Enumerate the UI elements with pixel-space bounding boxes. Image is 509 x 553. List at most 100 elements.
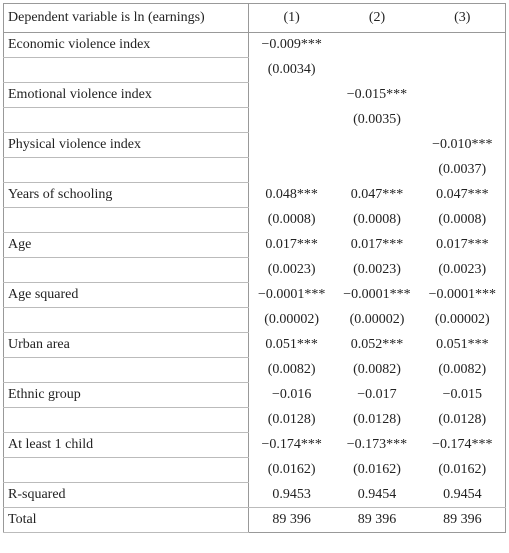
table-cell (249, 158, 335, 183)
table-cell: (0.00002) (264, 312, 320, 327)
table-row: (0.0082) (0.0082) (0.0082) (3, 357, 506, 383)
table-cell: (0.0023) (438, 262, 487, 277)
row-label (3, 207, 249, 233)
table-cell: 0.048*** (265, 187, 318, 202)
table-cell: (0.00002) (349, 312, 405, 327)
table-cell: 0.052*** (350, 337, 404, 352)
regression-table: Dependent variable is ln (earnings) (1) (2… (3, 3, 506, 533)
table-cell (334, 158, 419, 183)
table-cell: −0.010*** (432, 137, 493, 152)
row-label: Physical violence index (3, 132, 249, 158)
table-row: (0.0162) (0.0162) (0.0162) (3, 457, 506, 483)
row-label (3, 457, 249, 483)
row-label: Age squared (3, 282, 249, 308)
table-cell: −0.015 (442, 387, 483, 402)
table-cell: (0.0082) (353, 362, 401, 377)
row-label: R-squared (3, 482, 249, 508)
table-cell (334, 33, 419, 58)
table-cell: 0.9454 (357, 486, 397, 502)
table-cell (334, 133, 419, 158)
table-cell: −0.017 (357, 387, 397, 402)
row-label: Economic violence index (3, 32, 249, 58)
table-row: (0.0034) (3, 57, 506, 83)
table-row: (0.0128) (0.0128) (0.0128) (3, 407, 506, 433)
table-cell: (0.0008) (267, 212, 316, 227)
row-label: Emotional violence index (3, 82, 249, 108)
row-label (3, 307, 249, 333)
table-cell: 0.051*** (436, 337, 489, 352)
table-row: At least 1 child −0.174*** −0.173*** −0.174… (3, 432, 506, 458)
table-cell: (0.0128) (438, 412, 487, 427)
table-cell: 89 396 (419, 507, 506, 533)
table-cell: 89 396 (248, 507, 335, 533)
table-cell: 0.9454 (443, 486, 482, 502)
table-cell: (0.0023) (353, 262, 401, 277)
table-cell: (0.00002) (434, 312, 490, 327)
column-header: (2) (334, 3, 420, 33)
table-cell (249, 83, 335, 108)
row-label: At least 1 child (3, 432, 249, 458)
row-label (3, 257, 249, 283)
table-cell: −0.0001*** (343, 287, 411, 302)
column-header: (1) (248, 3, 335, 33)
table-cell: −0.016 (271, 387, 312, 402)
table-cell: 0.051*** (265, 337, 318, 352)
row-label: Age (3, 232, 249, 258)
table-row: (0.0035) (3, 107, 506, 133)
table-cell: (0.0037) (438, 162, 487, 177)
table-row: Economic violence index −0.009*** (3, 32, 506, 58)
row-label: Total (3, 507, 249, 533)
table-cell (420, 33, 506, 58)
table-cell: (0.0128) (353, 412, 401, 427)
table-row: Total 89 396 89 396 89 396 (3, 507, 506, 533)
row-label: Ethnic group (3, 382, 249, 408)
column-header: (3) (419, 3, 506, 33)
table-row: Ethnic group −0.016 −0.017 −0.015 (3, 382, 506, 408)
table-cell: (0.0162) (353, 462, 401, 477)
header-row: Dependent variable is ln (earnings) (1) (2… (3, 3, 506, 33)
row-label (3, 407, 249, 433)
table-cell: −0.173*** (346, 437, 408, 452)
table-cell: 0.047*** (436, 187, 489, 202)
row-label: Years of schooling (3, 182, 249, 208)
row-label (3, 57, 249, 83)
table-row: R-squared 0.9453 0.9454 0.9454 (3, 482, 506, 508)
table-cell (249, 133, 335, 158)
table-cell: (0.0128) (267, 412, 316, 427)
table-row: Age 0.017*** 0.017*** 0.017*** (3, 232, 506, 258)
row-label (3, 157, 249, 183)
table-cell: (0.0082) (438, 362, 487, 377)
table-cell: −0.0001*** (428, 287, 497, 302)
row-header-title: Dependent variable is ln (earnings) (3, 3, 249, 33)
table-cell: (0.0008) (438, 212, 487, 227)
table-cell: (0.0023) (267, 262, 316, 277)
table-cell: −0.0001*** (257, 287, 326, 302)
table-cell: (0.0082) (267, 362, 316, 377)
table-cell: 0.047*** (350, 187, 404, 202)
table-cell: −0.174*** (261, 437, 322, 452)
table-cell: (0.0162) (438, 462, 487, 477)
table-cell: (0.0035) (353, 112, 401, 127)
table-cell: (0.0162) (267, 462, 316, 477)
table-cell: (0.0034) (267, 62, 316, 77)
table-cell (420, 58, 506, 83)
table-cell: −0.009*** (261, 37, 322, 53)
table-row: Physical violence index −0.010*** (3, 132, 506, 158)
table-row: (0.0023) (0.0023) (0.0023) (3, 257, 506, 283)
table-row: Urban area 0.051*** 0.052*** 0.051*** (3, 332, 506, 358)
table-cell: 89 396 (334, 507, 420, 533)
table-row: Years of schooling 0.048*** 0.047*** 0.047*… (3, 182, 506, 208)
table-row: (0.0037) (3, 157, 506, 183)
table-cell: −0.174*** (432, 437, 493, 452)
table-cell (334, 58, 419, 83)
row-label: Urban area (3, 332, 249, 358)
row-label (3, 107, 249, 133)
table-body: Economic violence index −0.009*** (0.0034)… (3, 32, 506, 533)
table-cell (420, 83, 506, 108)
table-cell (420, 108, 506, 133)
table-cell: 0.9453 (272, 486, 311, 502)
table-cell: −0.015*** (346, 87, 408, 102)
table-cell: 0.017*** (350, 237, 404, 252)
table-row: Emotional violence index −0.015*** (3, 82, 506, 108)
